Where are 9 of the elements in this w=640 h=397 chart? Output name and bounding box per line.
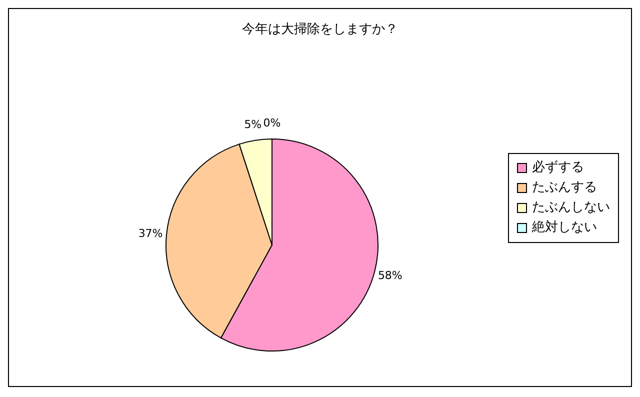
legend-label: 必ずする <box>532 158 584 176</box>
data-label: 37% <box>138 227 163 240</box>
chart-title: 今年は大掃除をしますか？ <box>242 22 398 37</box>
data-label: 5% <box>244 118 262 131</box>
legend-label: 絶対しない <box>532 218 597 236</box>
data-label: 58% <box>378 268 402 282</box>
legend-label: たぶんする <box>532 178 597 196</box>
legend-label: たぶんしない <box>532 198 610 216</box>
text: 0% <box>263 116 281 130</box>
